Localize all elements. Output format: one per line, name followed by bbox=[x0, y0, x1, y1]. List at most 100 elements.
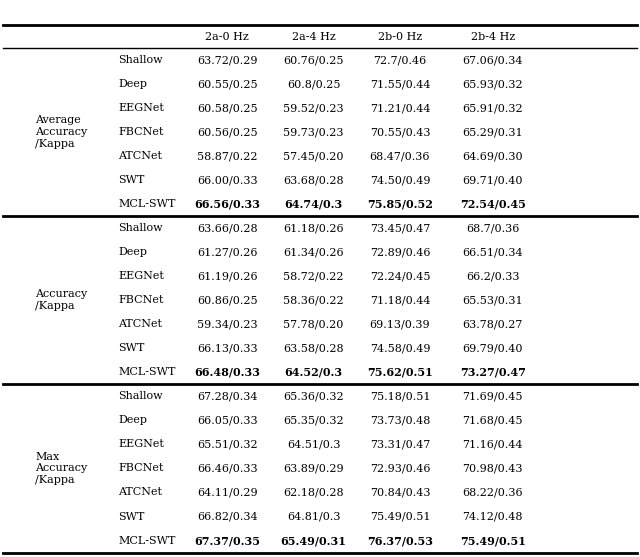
Text: 66.13/0.33: 66.13/0.33 bbox=[197, 343, 257, 353]
Text: 75.18/0.51: 75.18/0.51 bbox=[370, 392, 430, 402]
Text: 74.50/0.49: 74.50/0.49 bbox=[370, 175, 430, 185]
Text: 59.73/0.23: 59.73/0.23 bbox=[284, 127, 344, 137]
Text: 71.69/0.45: 71.69/0.45 bbox=[463, 392, 523, 402]
Text: 70.55/0.43: 70.55/0.43 bbox=[370, 127, 430, 137]
Text: 58.72/0.22: 58.72/0.22 bbox=[284, 271, 344, 281]
Text: 74.12/0.48: 74.12/0.48 bbox=[463, 511, 523, 521]
Text: SWT: SWT bbox=[118, 175, 145, 185]
Text: 72.89/0.46: 72.89/0.46 bbox=[370, 247, 430, 257]
Text: 73.73/0.48: 73.73/0.48 bbox=[370, 416, 430, 426]
Text: 60.76/0.25: 60.76/0.25 bbox=[284, 55, 344, 65]
Text: Deep: Deep bbox=[118, 416, 147, 426]
Text: 61.34/0.26: 61.34/0.26 bbox=[284, 247, 344, 257]
Text: 71.21/0.44: 71.21/0.44 bbox=[370, 103, 430, 113]
Text: Deep: Deep bbox=[118, 79, 147, 89]
Text: EEGNet: EEGNet bbox=[118, 439, 164, 449]
Text: 76.37/0.53: 76.37/0.53 bbox=[367, 535, 433, 546]
Text: Max
Accuracy
/Kappa: Max Accuracy /Kappa bbox=[35, 452, 88, 485]
Text: 67.28/0.34: 67.28/0.34 bbox=[197, 392, 257, 402]
Text: 73.31/0.47: 73.31/0.47 bbox=[370, 439, 430, 449]
Text: MCL-SWT: MCL-SWT bbox=[118, 199, 176, 209]
Text: 65.49/0.31: 65.49/0.31 bbox=[281, 535, 346, 546]
Text: MCL-SWT: MCL-SWT bbox=[118, 535, 176, 545]
Text: 2a-4 Hz: 2a-4 Hz bbox=[292, 32, 335, 42]
Text: 57.78/0.20: 57.78/0.20 bbox=[284, 319, 344, 329]
Text: Accuracy
/Kappa: Accuracy /Kappa bbox=[35, 290, 88, 311]
Text: 73.27/0.47: 73.27/0.47 bbox=[460, 367, 525, 378]
Text: 65.91/0.32: 65.91/0.32 bbox=[463, 103, 523, 113]
Text: EEGNet: EEGNet bbox=[118, 271, 164, 281]
Text: 63.89/0.29: 63.89/0.29 bbox=[284, 463, 344, 473]
Text: 61.18/0.26: 61.18/0.26 bbox=[284, 223, 344, 233]
Text: 60.55/0.25: 60.55/0.25 bbox=[197, 79, 257, 89]
Text: 64.51/0.3: 64.51/0.3 bbox=[287, 439, 340, 449]
Text: ATCNet: ATCNet bbox=[118, 319, 163, 329]
Text: 2b-0 Hz: 2b-0 Hz bbox=[378, 32, 422, 42]
Text: 67.37/0.35: 67.37/0.35 bbox=[194, 535, 260, 546]
Text: 66.51/0.34: 66.51/0.34 bbox=[463, 247, 523, 257]
Text: 66.2/0.33: 66.2/0.33 bbox=[466, 271, 520, 281]
Text: 58.36/0.22: 58.36/0.22 bbox=[284, 295, 344, 305]
Text: 66.48/0.33: 66.48/0.33 bbox=[194, 367, 260, 378]
Text: 65.93/0.32: 65.93/0.32 bbox=[463, 79, 523, 89]
Text: MCL-SWT: MCL-SWT bbox=[118, 368, 176, 377]
Text: 63.66/0.28: 63.66/0.28 bbox=[197, 223, 257, 233]
Text: 70.84/0.43: 70.84/0.43 bbox=[370, 487, 430, 497]
Text: 58.87/0.22: 58.87/0.22 bbox=[197, 151, 257, 161]
Text: 64.52/0.3: 64.52/0.3 bbox=[285, 367, 342, 378]
Text: 63.72/0.29: 63.72/0.29 bbox=[197, 55, 257, 65]
Text: 75.62/0.51: 75.62/0.51 bbox=[367, 367, 433, 378]
Text: 63.78/0.27: 63.78/0.27 bbox=[463, 319, 523, 329]
Text: 67.06/0.34: 67.06/0.34 bbox=[463, 55, 523, 65]
Text: 66.82/0.34: 66.82/0.34 bbox=[197, 511, 257, 521]
Text: 75.49/0.51: 75.49/0.51 bbox=[460, 535, 525, 546]
Text: 71.16/0.44: 71.16/0.44 bbox=[463, 439, 523, 449]
Text: ATCNet: ATCNet bbox=[118, 151, 163, 161]
Text: 71.55/0.44: 71.55/0.44 bbox=[370, 79, 430, 89]
Text: 65.36/0.32: 65.36/0.32 bbox=[284, 392, 344, 402]
Text: EEGNet: EEGNet bbox=[118, 103, 164, 113]
Text: 60.56/0.25: 60.56/0.25 bbox=[197, 127, 257, 137]
Text: Shallow: Shallow bbox=[118, 55, 163, 65]
Text: 64.69/0.30: 64.69/0.30 bbox=[463, 151, 523, 161]
Text: 70.98/0.43: 70.98/0.43 bbox=[463, 463, 523, 473]
Text: 63.58/0.28: 63.58/0.28 bbox=[284, 343, 344, 353]
Text: 64.11/0.29: 64.11/0.29 bbox=[197, 487, 257, 497]
Text: Shallow: Shallow bbox=[118, 392, 163, 402]
Text: 66.56/0.33: 66.56/0.33 bbox=[194, 199, 260, 209]
Text: 69.79/0.40: 69.79/0.40 bbox=[463, 343, 523, 353]
Text: 69.71/0.40: 69.71/0.40 bbox=[463, 175, 523, 185]
Text: FBCNet: FBCNet bbox=[118, 463, 164, 473]
Text: 71.18/0.44: 71.18/0.44 bbox=[370, 295, 430, 305]
Text: 73.45/0.47: 73.45/0.47 bbox=[370, 223, 430, 233]
Text: ATCNet: ATCNet bbox=[118, 487, 163, 497]
Text: 68.47/0.36: 68.47/0.36 bbox=[370, 151, 430, 161]
Text: 66.05/0.33: 66.05/0.33 bbox=[197, 416, 257, 426]
Text: 72.7/0.46: 72.7/0.46 bbox=[373, 55, 427, 65]
Text: 72.24/0.45: 72.24/0.45 bbox=[370, 271, 430, 281]
Text: 65.51/0.32: 65.51/0.32 bbox=[197, 439, 257, 449]
Text: 61.27/0.26: 61.27/0.26 bbox=[197, 247, 257, 257]
Text: 63.68/0.28: 63.68/0.28 bbox=[284, 175, 344, 185]
Text: Average
Accuracy
/Kappa: Average Accuracy /Kappa bbox=[35, 115, 88, 149]
Text: 65.53/0.31: 65.53/0.31 bbox=[463, 295, 523, 305]
Text: FBCNet: FBCNet bbox=[118, 127, 164, 137]
Text: 66.00/0.33: 66.00/0.33 bbox=[197, 175, 257, 185]
Text: SWT: SWT bbox=[118, 343, 145, 353]
Text: 72.54/0.45: 72.54/0.45 bbox=[460, 199, 525, 209]
Text: 66.46/0.33: 66.46/0.33 bbox=[197, 463, 257, 473]
Text: Shallow: Shallow bbox=[118, 223, 163, 233]
Text: Deep: Deep bbox=[118, 247, 147, 257]
Text: 74.58/0.49: 74.58/0.49 bbox=[370, 343, 430, 353]
Text: 2b-4 Hz: 2b-4 Hz bbox=[470, 32, 515, 42]
Text: 62.18/0.28: 62.18/0.28 bbox=[284, 487, 344, 497]
Text: 59.34/0.23: 59.34/0.23 bbox=[197, 319, 257, 329]
Text: 71.68/0.45: 71.68/0.45 bbox=[463, 416, 523, 426]
Text: 69.13/0.39: 69.13/0.39 bbox=[370, 319, 430, 329]
Text: 75.49/0.51: 75.49/0.51 bbox=[370, 511, 430, 521]
Text: 65.35/0.32: 65.35/0.32 bbox=[284, 416, 344, 426]
Text: 72.93/0.46: 72.93/0.46 bbox=[370, 463, 430, 473]
Text: 64.81/0.3: 64.81/0.3 bbox=[287, 511, 340, 521]
Text: 68.22/0.36: 68.22/0.36 bbox=[463, 487, 523, 497]
Text: 2a-0 Hz: 2a-0 Hz bbox=[205, 32, 249, 42]
